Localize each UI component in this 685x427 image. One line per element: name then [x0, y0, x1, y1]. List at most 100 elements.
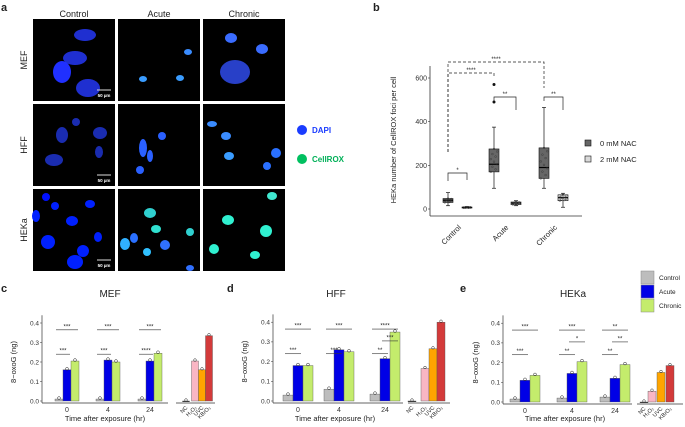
- control-bar-2: [656, 372, 666, 403]
- bar-data-point: [156, 350, 160, 354]
- bar-control-0hr: [282, 394, 294, 402]
- box-data-point: [539, 177, 542, 180]
- significance-label: ***: [386, 335, 394, 341]
- box-data-point: [544, 156, 547, 160]
- bar-chronic-24hr: [389, 331, 401, 402]
- box-data-point: [561, 193, 565, 196]
- micrograph-mef-control: 50 µm: [33, 19, 115, 101]
- y-tick-label: 0.2: [261, 359, 270, 366]
- box-data-point: [448, 200, 451, 204]
- box-data-point: [492, 147, 496, 151]
- cell-nucleus: [93, 127, 107, 139]
- control-bar-3: [205, 335, 213, 402]
- bar-data-point: [623, 361, 627, 366]
- chart-title: HEKa: [560, 289, 587, 300]
- box-data-point: [516, 201, 519, 204]
- bar-chronic-0hr: [302, 365, 314, 402]
- box-chronic-0mm: [538, 107, 550, 189]
- significance-label: ***: [59, 349, 67, 355]
- cell-nucleus: [136, 166, 144, 174]
- box-data-point: [514, 200, 518, 204]
- y-tick-label: 0.4: [491, 321, 500, 328]
- row-label-mef: MEF: [19, 50, 29, 70]
- cell-nucleus: [220, 60, 250, 84]
- box-data-point: [542, 146, 546, 149]
- cell-nucleus: [77, 245, 89, 257]
- cell-nucleus: [41, 235, 55, 249]
- control-data-point: [410, 398, 414, 402]
- bar-acute-0hr: [519, 380, 531, 403]
- b-legend-label: 2 mM NAC: [600, 155, 637, 164]
- x-tick-label: 4: [106, 407, 110, 414]
- control-bar-3: [436, 322, 446, 402]
- box-data-point: [494, 155, 497, 158]
- chart-title: MEF: [99, 289, 120, 300]
- y-tick-label: 0.4: [261, 320, 270, 327]
- microscopy-grid: 50 µm 50 µm 50 µm: [32, 19, 285, 271]
- bar-data-point: [533, 372, 537, 377]
- bar-chronic-24hr: [619, 364, 631, 403]
- box-data-point: [558, 199, 561, 202]
- x-axis-label: Time after exposure (hr): [525, 414, 606, 423]
- cell-nucleus: [143, 248, 151, 256]
- bar-control-24hr: [599, 396, 611, 403]
- x-tick-label: 4: [570, 408, 574, 415]
- b-legend-label: 0 mM NAC: [600, 139, 637, 148]
- box-data-point: [541, 170, 544, 173]
- control-bar-2: [198, 369, 206, 402]
- control-data-point: [184, 398, 188, 402]
- control-data-point: [642, 399, 646, 403]
- bar-data-point: [114, 359, 118, 363]
- cell-nucleus: [120, 238, 130, 250]
- bar-acute-0hr: [292, 365, 304, 402]
- y-axis-label: 8−oxoG (ng): [9, 341, 18, 383]
- y-axis-label: 8−oxoG (ng): [240, 340, 249, 382]
- bar-acute-4hr: [103, 359, 113, 402]
- y-tick-label: 0.0: [30, 398, 39, 405]
- control-bar-3: [665, 365, 675, 403]
- box-data-point: [443, 199, 446, 202]
- significance-label: ***: [516, 349, 524, 355]
- cell-nucleus: [250, 251, 260, 259]
- significance-bracket: **: [493, 92, 517, 110]
- scale-bar-label: 50 µm: [98, 93, 111, 98]
- significance-label: **: [551, 92, 556, 98]
- cell-nucleus: [42, 193, 50, 201]
- y-tick-label: 0.4: [30, 320, 39, 327]
- cell-nucleus: [224, 152, 234, 160]
- significance-label: ***: [100, 349, 108, 355]
- bracket-line: [447, 172, 468, 181]
- box-data-point: [446, 197, 450, 200]
- micrograph-heka-control: 50 µm: [32, 189, 115, 271]
- bar-data-point: [98, 396, 102, 400]
- bar-data-point: [65, 367, 69, 371]
- chart-title: HFF: [326, 289, 345, 300]
- cell-nucleus: [53, 61, 71, 83]
- bar-data-point: [337, 347, 341, 351]
- control-bar-1: [191, 360, 199, 402]
- significance-label: **: [378, 348, 383, 354]
- box-data-point: [563, 195, 566, 198]
- significance-bracket: ****: [447, 57, 545, 152]
- control-data-point: [200, 367, 204, 371]
- box-data-point: [563, 198, 566, 202]
- box-data-point: [561, 196, 565, 200]
- y-tick-label: 0.2: [30, 359, 39, 366]
- legend-swatch-control: [640, 270, 655, 285]
- control-data-point: [431, 346, 435, 350]
- significance-label: **: [618, 336, 623, 342]
- x-tick-label: 0: [296, 407, 300, 414]
- panel-letter-a: a: [1, 2, 8, 14]
- cell-nucleus: [94, 232, 102, 242]
- panel-b: b HEKa number of CellROX foci per cell 0…: [373, 2, 637, 248]
- micrograph-background: [203, 19, 285, 101]
- legend-swatch-acute: [640, 284, 655, 299]
- x-tick-label: 24: [611, 408, 619, 415]
- significance-label: ***: [289, 348, 297, 354]
- significance-label: ***: [294, 324, 302, 330]
- panel-a: a Control Acute Chronic MEF HFF HEKa 50 …: [1, 2, 345, 271]
- b-y-axis-label: HEKa number of CellROX foci per cell: [389, 76, 398, 203]
- cell-nucleus: [45, 154, 63, 166]
